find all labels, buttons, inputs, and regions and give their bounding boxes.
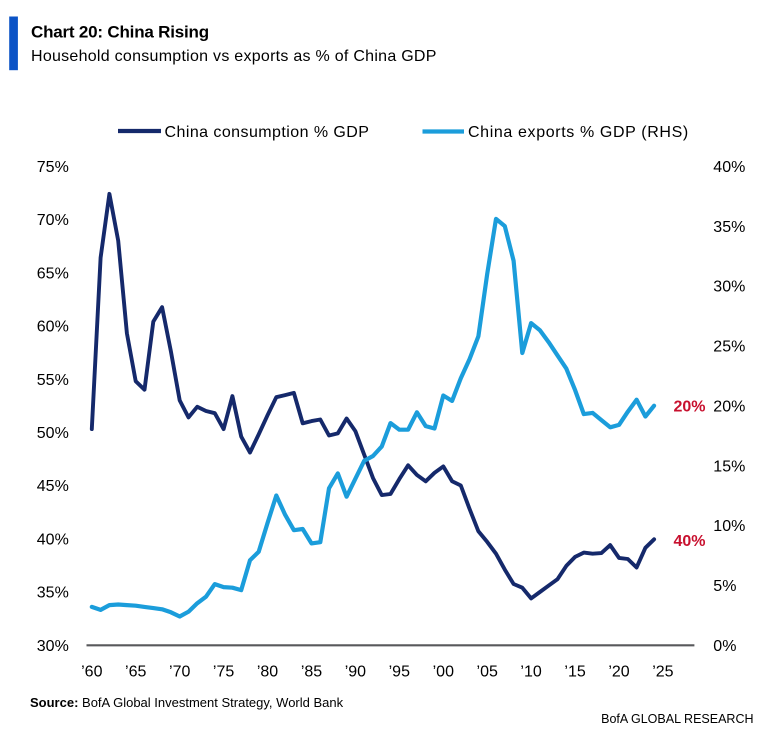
- svg-text:60%: 60%: [37, 319, 69, 336]
- svg-text:’80: ’80: [257, 664, 278, 681]
- svg-text:30%: 30%: [37, 638, 69, 655]
- svg-text:40%: 40%: [713, 159, 745, 176]
- svg-text:Chart 20: China Rising: Chart 20: China Rising: [31, 23, 209, 42]
- svg-text:China consumption % GDP: China consumption % GDP: [165, 124, 370, 141]
- svg-text:’15: ’15: [564, 664, 585, 681]
- svg-text:’25: ’25: [652, 664, 673, 681]
- svg-text:0%: 0%: [713, 638, 736, 655]
- svg-text:45%: 45%: [37, 478, 69, 495]
- svg-text:’65: ’65: [125, 664, 146, 681]
- svg-text:20%: 20%: [673, 398, 705, 415]
- svg-text:’85: ’85: [301, 664, 322, 681]
- svg-text:’90: ’90: [345, 664, 366, 681]
- svg-text:10%: 10%: [713, 518, 745, 535]
- svg-text:’05: ’05: [477, 664, 498, 681]
- svg-text:55%: 55%: [37, 372, 69, 389]
- svg-text:65%: 65%: [37, 265, 69, 282]
- svg-text:’20: ’20: [608, 664, 629, 681]
- svg-text:35%: 35%: [713, 219, 745, 236]
- svg-text:’60: ’60: [81, 664, 102, 681]
- svg-text:75%: 75%: [37, 159, 69, 176]
- svg-text:40%: 40%: [673, 533, 705, 550]
- svg-text:’70: ’70: [169, 664, 190, 681]
- svg-text:70%: 70%: [37, 212, 69, 229]
- svg-text:’00: ’00: [433, 664, 454, 681]
- svg-text:’75: ’75: [213, 664, 234, 681]
- svg-text:5%: 5%: [713, 578, 736, 595]
- svg-text:Source: BofA Global Investment: Source: BofA Global Investment Strategy,…: [30, 695, 344, 710]
- svg-text:30%: 30%: [713, 279, 745, 296]
- svg-text:’95: ’95: [389, 664, 410, 681]
- svg-text:BofA GLOBAL RESEARCH: BofA GLOBAL RESEARCH: [601, 712, 753, 726]
- svg-text:50%: 50%: [37, 425, 69, 442]
- svg-text:40%: 40%: [37, 532, 69, 549]
- svg-text:20%: 20%: [713, 398, 745, 415]
- svg-text:15%: 15%: [713, 458, 745, 475]
- svg-text:35%: 35%: [37, 585, 69, 602]
- svg-text:’10: ’10: [520, 664, 541, 681]
- svg-text:Household consumption vs expor: Household consumption vs exports as % of…: [31, 48, 437, 65]
- svg-text:China exports % GDP (RHS): China exports % GDP (RHS): [468, 124, 689, 141]
- svg-text:25%: 25%: [713, 339, 745, 356]
